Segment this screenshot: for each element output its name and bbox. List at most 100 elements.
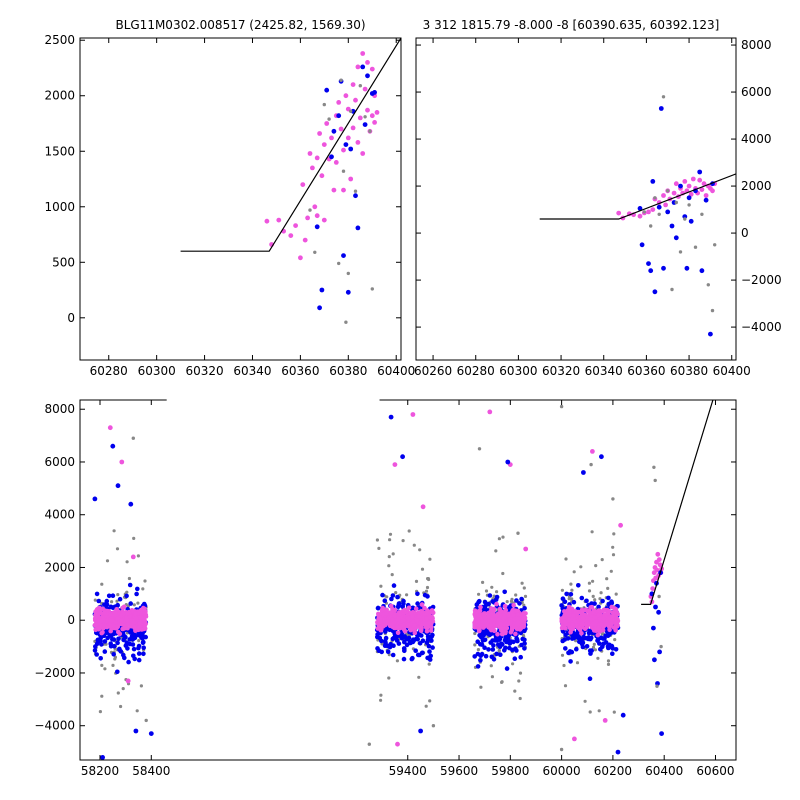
data-point xyxy=(348,176,354,182)
data-point xyxy=(580,615,586,621)
data-point xyxy=(584,598,589,604)
data-point xyxy=(653,604,658,610)
data-point xyxy=(128,601,133,606)
data-point xyxy=(596,608,602,613)
data-point xyxy=(611,625,617,630)
data-point xyxy=(94,652,99,657)
data-point xyxy=(588,636,593,642)
data-point xyxy=(573,623,579,628)
data-point xyxy=(609,643,615,649)
data-point xyxy=(486,613,491,619)
data-point xyxy=(653,196,657,200)
data-point xyxy=(390,636,396,642)
data-point xyxy=(119,459,125,465)
data-point xyxy=(390,652,396,658)
data-point xyxy=(400,622,406,628)
y-tick-label: −4000 xyxy=(34,719,75,733)
data-point xyxy=(103,667,107,671)
data-point xyxy=(355,64,361,70)
data-point xyxy=(567,609,572,615)
data-point xyxy=(395,604,401,610)
x-tick-label: 60300 xyxy=(499,364,537,378)
data-point xyxy=(412,543,416,547)
y-tick-label: 0 xyxy=(741,226,749,240)
data-point xyxy=(492,638,498,643)
data-point xyxy=(346,271,350,276)
x-tick-label: 59400 xyxy=(389,764,427,778)
data-point xyxy=(658,106,664,111)
data-point xyxy=(99,642,104,647)
data-point xyxy=(480,638,486,643)
data-point xyxy=(350,82,356,87)
data-point xyxy=(567,597,571,601)
data-point xyxy=(420,567,425,571)
data-point xyxy=(589,648,594,653)
y-tick-label: −2000 xyxy=(34,666,75,680)
data-point xyxy=(358,84,362,88)
data-point xyxy=(428,557,432,561)
data-point xyxy=(116,593,120,597)
data-point xyxy=(92,622,98,628)
data-point xyxy=(517,679,521,683)
data-point xyxy=(513,689,517,693)
data-point xyxy=(385,649,391,654)
data-point xyxy=(514,637,520,642)
data-point xyxy=(670,287,674,292)
data-point xyxy=(473,643,477,647)
data-point xyxy=(661,193,666,198)
data-point xyxy=(601,641,606,646)
data-point xyxy=(614,592,618,596)
data-point xyxy=(513,631,518,637)
data-point xyxy=(519,596,524,602)
data-point xyxy=(476,648,480,652)
data-point xyxy=(563,625,568,631)
data-point xyxy=(682,179,688,184)
data-point xyxy=(136,651,142,656)
data-point xyxy=(562,619,567,625)
data-point xyxy=(377,546,381,551)
data-point xyxy=(654,567,660,573)
data-point xyxy=(510,609,515,614)
data-point xyxy=(293,223,298,229)
data-point xyxy=(413,606,419,611)
data-point xyxy=(408,610,414,616)
panel-top-left: 60280 60300 60320 60340 60360 60380 60400 0 500 1… xyxy=(44,18,415,378)
data-point xyxy=(501,535,505,539)
data-point xyxy=(401,656,407,662)
data-point xyxy=(495,590,499,594)
data-point xyxy=(132,656,137,662)
data-point xyxy=(618,522,623,528)
data-point xyxy=(570,597,574,601)
data-point xyxy=(611,553,616,557)
data-point xyxy=(703,197,709,203)
data-point xyxy=(595,638,600,643)
data-point xyxy=(365,107,370,113)
data-point xyxy=(131,436,135,440)
data-point xyxy=(514,621,520,627)
data-point xyxy=(593,615,598,620)
data-point xyxy=(98,656,103,661)
data-point xyxy=(92,496,98,502)
data-point xyxy=(563,632,568,638)
data-point xyxy=(566,617,571,623)
data-point xyxy=(560,629,566,634)
data-point xyxy=(355,140,361,145)
data-point xyxy=(671,190,677,196)
data-point xyxy=(583,699,587,703)
data-point xyxy=(391,552,395,556)
data-point xyxy=(343,142,349,148)
data-point xyxy=(699,187,705,193)
data-point xyxy=(616,210,622,216)
data-point xyxy=(427,662,431,666)
data-point xyxy=(404,636,410,642)
data-point xyxy=(516,531,520,535)
data-point xyxy=(596,604,601,610)
x-tick-label: 60260 xyxy=(414,364,452,378)
data-point xyxy=(394,638,400,643)
data-point xyxy=(657,562,663,568)
data-point xyxy=(560,653,565,657)
data-point xyxy=(600,598,605,604)
data-point xyxy=(511,639,516,645)
data-point xyxy=(560,588,565,592)
data-point xyxy=(322,102,326,107)
